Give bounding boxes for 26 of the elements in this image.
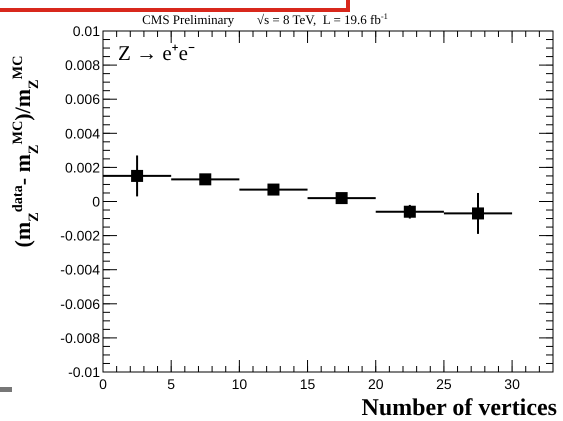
y-tick-label: -0.002	[60, 228, 100, 244]
y-tick-label: 0.002	[64, 159, 100, 176]
point	[267, 184, 280, 196]
point	[404, 206, 416, 218]
chart-title: CMS Preliminary √s = 8 TeV, L = 19.6 fb$^{-1}$	[142, 11, 388, 27]
x-tick-label: 20	[368, 376, 384, 392]
x-axis-title: Number of vertices	[362, 395, 557, 421]
y-tick-label: -0.008	[60, 330, 100, 346]
y-tick-label: -0.004	[60, 262, 100, 278]
y-tick-label: 0.004	[64, 125, 100, 142]
x-tick-label: 30	[504, 376, 520, 392]
y-tick-label: 0.006	[64, 91, 100, 108]
point	[472, 207, 484, 220]
y-tick-label: 0	[92, 194, 100, 210]
x-tick-label: 5	[167, 376, 176, 392]
y-tick-label: -0.01	[68, 364, 100, 380]
point	[131, 170, 144, 182]
y-tick-label: 0.008	[64, 57, 100, 74]
y-tick-label: -0.006	[60, 296, 100, 312]
x-tick-label: 25	[436, 376, 452, 392]
y-tick-label: 0.01	[72, 23, 100, 39]
point	[199, 173, 212, 186]
x-tick-label: 15	[300, 376, 316, 392]
x-tick-label: 10	[232, 376, 248, 392]
point	[336, 192, 348, 204]
annotation: Z → e⁺e⁻	[118, 41, 195, 65]
